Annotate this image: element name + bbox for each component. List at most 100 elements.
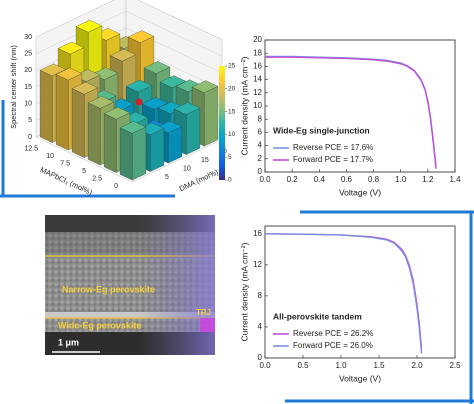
x-tick-label: 1.0 bbox=[395, 175, 407, 184]
y-tick-label: 16 bbox=[253, 229, 262, 238]
legend-label: Reverse PCE = 26.2% bbox=[293, 329, 373, 338]
colorbar-tick-label: 10 bbox=[228, 131, 236, 138]
colorbar-tick-label: 5 bbox=[228, 154, 232, 161]
x-axis-title: Voltage (V) bbox=[339, 373, 381, 383]
y-tick-label: 18 bbox=[253, 48, 262, 57]
bar-face bbox=[119, 121, 147, 134]
y-axis-title: Current density (mA cm⁻²) bbox=[239, 56, 249, 155]
bar-face bbox=[132, 126, 147, 181]
bar-face bbox=[55, 67, 83, 81]
x-tick-label: 0.6 bbox=[341, 175, 353, 184]
bar-face bbox=[39, 63, 67, 77]
z-tick-label: 10 bbox=[24, 101, 32, 108]
x-tick-label: 0.4 bbox=[314, 175, 326, 184]
bar-face bbox=[204, 86, 219, 147]
x-tick-label: 5 bbox=[82, 168, 86, 175]
bar-face bbox=[71, 88, 85, 158]
x-tick-label: 10 bbox=[46, 153, 54, 160]
y-tick-label: 6 bbox=[258, 128, 263, 137]
x-tick-label: 0 bbox=[114, 183, 118, 190]
x-tick-label: 2.5 bbox=[449, 361, 461, 370]
plot-frame bbox=[264, 225, 456, 359]
sem-label: Wide-Eg perovskite bbox=[58, 320, 141, 330]
x-tick-label: 0.0 bbox=[259, 361, 271, 370]
bar-face bbox=[57, 41, 85, 55]
bar-face bbox=[87, 96, 115, 109]
x-tick-label: 1.0 bbox=[335, 361, 347, 370]
y-tick-label: 10 bbox=[253, 101, 262, 110]
x-tick-label: 0.5 bbox=[297, 361, 309, 370]
y-tick-label: 10 bbox=[183, 166, 191, 173]
bar-face bbox=[143, 61, 171, 74]
z-axis-title: Spectral center shift (nm) bbox=[9, 45, 18, 129]
x-tick-label: 1.4 bbox=[449, 175, 461, 184]
y-tick-label: 4 bbox=[258, 322, 263, 331]
bar-face bbox=[125, 79, 153, 93]
colorbar-tick-label: 0 bbox=[228, 177, 232, 184]
x-tick-label: 1.2 bbox=[422, 175, 434, 184]
series-line bbox=[264, 233, 423, 354]
z-tick-label: 30 bbox=[24, 34, 32, 41]
bar-face bbox=[150, 128, 165, 172]
y-tick-label: 16 bbox=[253, 62, 262, 71]
bar-face bbox=[109, 48, 137, 62]
x-tick-label: 0.2 bbox=[287, 175, 299, 184]
y-tick-label: 4 bbox=[258, 141, 263, 150]
y-tick-label: 8 bbox=[258, 114, 263, 123]
bar-face bbox=[173, 102, 201, 115]
y-tick-label: 0 bbox=[258, 167, 263, 176]
bar-face bbox=[159, 75, 187, 88]
z-tick-label: 15 bbox=[24, 84, 32, 91]
x-tick-label: 12.5 bbox=[24, 146, 38, 153]
bar-face bbox=[71, 81, 99, 95]
series-line bbox=[265, 56, 437, 169]
legend-label: Forward PCE = 17.7% bbox=[293, 155, 373, 164]
y-tick-label: 2 bbox=[258, 154, 263, 163]
scale-bar-label: 1 μm bbox=[58, 337, 79, 347]
y-tick-label: 0 bbox=[258, 353, 263, 362]
colorbar bbox=[219, 66, 225, 180]
bar-face bbox=[55, 74, 69, 151]
bar-face bbox=[186, 107, 201, 155]
z-tick-label: 5 bbox=[28, 117, 32, 124]
colorbar-tick-label: 20 bbox=[228, 86, 236, 93]
y-tick-label: 8 bbox=[258, 291, 263, 300]
y-tick-label: 14 bbox=[253, 75, 262, 84]
y-tick-label: 12 bbox=[253, 260, 262, 269]
sem-overlay bbox=[45, 215, 215, 355]
x-tick-label: 0.8 bbox=[368, 175, 380, 184]
bar-face bbox=[75, 19, 103, 33]
grid-line bbox=[35, 10, 223, 57]
bar-face bbox=[127, 30, 155, 43]
bar-face bbox=[87, 102, 101, 166]
y-tick-label: 20 bbox=[253, 35, 262, 44]
x-tick-label: 2.5 bbox=[92, 176, 102, 183]
bar-face bbox=[39, 69, 53, 143]
y-tick-label: 15 bbox=[201, 157, 209, 164]
y-tick-label: 12 bbox=[253, 88, 262, 97]
annotation: All-perovskite tandem bbox=[273, 311, 362, 321]
legend-label: Forward PCE = 26.0% bbox=[293, 341, 373, 350]
z-tick-label: 25 bbox=[24, 51, 32, 58]
bar-face bbox=[119, 127, 133, 181]
x-tick-label: 2.0 bbox=[411, 361, 423, 370]
sem-label: TRJ bbox=[196, 308, 211, 317]
x-tick-label: 0.0 bbox=[259, 175, 271, 184]
annotation: Wide-Eg single-junction bbox=[273, 125, 370, 135]
grid-line bbox=[35, 0, 223, 40]
bar-face bbox=[141, 97, 169, 110]
y-axis-title: Current density (mA cm⁻²) bbox=[239, 242, 249, 341]
legend-label: Reverse PCE = 17.6% bbox=[293, 143, 373, 152]
y-tick-label: 5 bbox=[165, 174, 169, 181]
bar-face bbox=[191, 80, 219, 93]
marker bbox=[135, 98, 143, 106]
x-axis-title: Voltage (V) bbox=[339, 187, 381, 197]
bar-face bbox=[103, 113, 117, 173]
x-tick-label: 7.5 bbox=[60, 161, 70, 168]
sem-label: Narrow-Eg perovskite bbox=[62, 284, 155, 294]
sem-image: Narrow-Eg perovskite TRJ Wide-Eg perovsk… bbox=[45, 215, 215, 355]
bar-face bbox=[103, 106, 131, 120]
bar bbox=[119, 121, 147, 181]
colorbar-tick-label: 15 bbox=[228, 108, 236, 115]
